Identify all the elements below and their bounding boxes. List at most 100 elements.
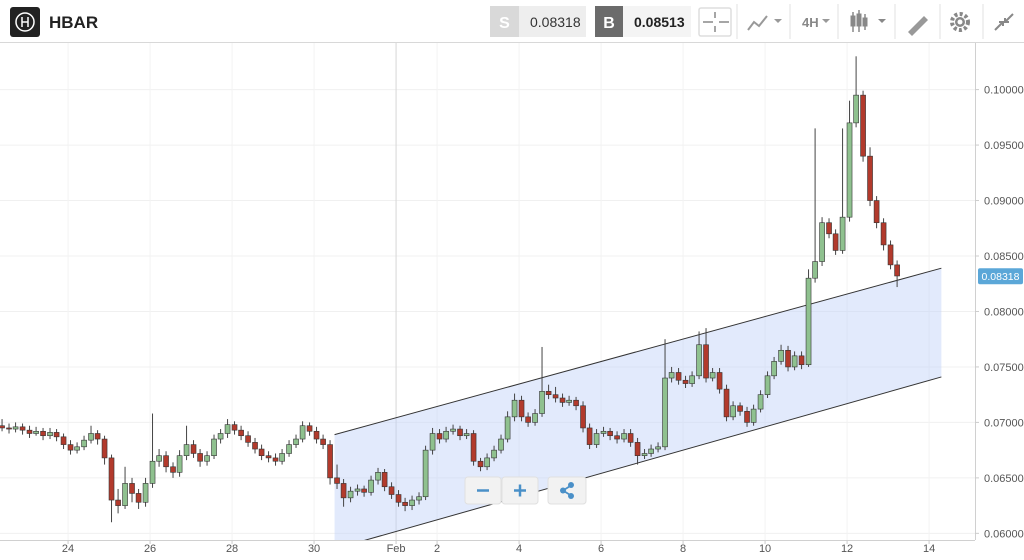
candle-body <box>689 375 695 384</box>
candle-body <box>593 433 600 445</box>
candle-body <box>122 483 128 506</box>
candle-body <box>648 448 654 454</box>
candle-body <box>361 488 367 493</box>
last-price-label: 0.08318 <box>982 271 1020 283</box>
candle-body <box>504 416 511 440</box>
settings-button[interactable] <box>950 12 970 32</box>
candle-body <box>586 427 593 445</box>
candle-body <box>450 428 456 432</box>
candle-body <box>286 444 292 454</box>
candle-body <box>265 455 272 459</box>
candle-body <box>887 244 894 266</box>
candle-body <box>81 439 87 448</box>
buy-tag <box>595 6 623 37</box>
candle-body <box>156 455 162 462</box>
candle-body <box>463 433 470 437</box>
candle-body <box>778 349 784 362</box>
candle-body <box>634 442 641 456</box>
candle-body <box>402 501 408 506</box>
zoom-out-button[interactable] <box>464 476 502 505</box>
x-tick-label: 30 <box>308 543 320 555</box>
draw-button[interactable] <box>908 16 928 36</box>
share-button[interactable] <box>547 476 587 505</box>
candle-body <box>279 453 285 462</box>
candle-body <box>60 436 67 445</box>
channel-line <box>334 267 942 436</box>
candle-body <box>627 433 634 443</box>
fullscreen-button[interactable] <box>994 13 1014 31</box>
x-tick-label: 28 <box>226 543 238 555</box>
candle-body <box>860 94 866 157</box>
candle-body <box>716 372 723 390</box>
crosshair-button[interactable] <box>698 7 732 37</box>
candle-body <box>33 430 39 434</box>
y-tick-label: 0.08500 <box>984 251 1024 263</box>
candle-body <box>662 377 668 448</box>
candle-body <box>0 425 5 429</box>
chart-type-button[interactable] <box>747 15 782 31</box>
candle-body <box>853 94 859 124</box>
grid <box>0 43 975 540</box>
candle-body <box>313 430 320 440</box>
x-tick-label: 26 <box>144 543 156 555</box>
candle-body <box>375 472 381 481</box>
candle-body <box>306 425 313 432</box>
sell-label: S <box>499 15 510 32</box>
candle-body <box>176 455 183 473</box>
candle-body <box>409 499 415 506</box>
last-price-tag <box>978 268 1023 285</box>
candle-body <box>395 494 402 503</box>
candle-body <box>416 496 422 501</box>
candle-body <box>539 391 545 414</box>
candle-body <box>163 455 169 468</box>
interval[interactable]: 4H <box>802 15 819 30</box>
plot-area <box>0 56 942 540</box>
candle-body <box>457 428 463 437</box>
candle-body <box>26 429 33 434</box>
candle-body <box>675 372 682 381</box>
candle-body <box>6 427 12 430</box>
candle-body <box>812 261 818 279</box>
candle-body <box>566 399 572 403</box>
candle-body <box>67 444 74 451</box>
candle-body <box>354 488 361 492</box>
x-tick-label: 6 <box>598 543 604 555</box>
candle-body <box>655 446 661 450</box>
candle-body <box>142 483 149 503</box>
candle-body <box>381 472 388 488</box>
zoom-in-button[interactable] <box>501 476 539 505</box>
candle-body <box>238 429 244 437</box>
y-tick-label: 0.10000 <box>984 85 1024 97</box>
candle-body <box>334 477 340 484</box>
candle-body <box>443 430 449 440</box>
y-tick-label: 0.06000 <box>984 528 1024 540</box>
candle-body <box>819 222 825 262</box>
candle-body <box>149 460 156 484</box>
candle-body <box>470 433 477 462</box>
candle-body <box>170 466 176 473</box>
logo-mark <box>21 17 29 27</box>
candle-body <box>12 426 19 430</box>
candle-style-button[interactable] <box>850 10 886 32</box>
candle-body <box>88 433 94 441</box>
candle-body <box>190 444 197 454</box>
candle-body <box>607 430 613 437</box>
candle-body <box>832 233 839 251</box>
candle-body <box>764 375 771 395</box>
candle-body <box>559 397 566 403</box>
candle-body <box>723 388 730 418</box>
candle-body <box>252 442 258 450</box>
candle-body <box>272 457 279 462</box>
candle-body <box>641 453 648 456</box>
axes: 0.06000 0.06500 0.07000 0.07500 0.08000 0.085… <box>62 85 1024 555</box>
candle-body <box>532 413 538 423</box>
candle-body <box>40 430 46 437</box>
candle-body <box>388 486 395 495</box>
symbol: HBAR <box>49 13 98 32</box>
candle-body <box>245 435 251 443</box>
x-tick-label: 2 <box>434 543 440 555</box>
candle-body <box>135 493 142 503</box>
candle-body <box>491 449 497 459</box>
candle-body <box>115 499 121 506</box>
